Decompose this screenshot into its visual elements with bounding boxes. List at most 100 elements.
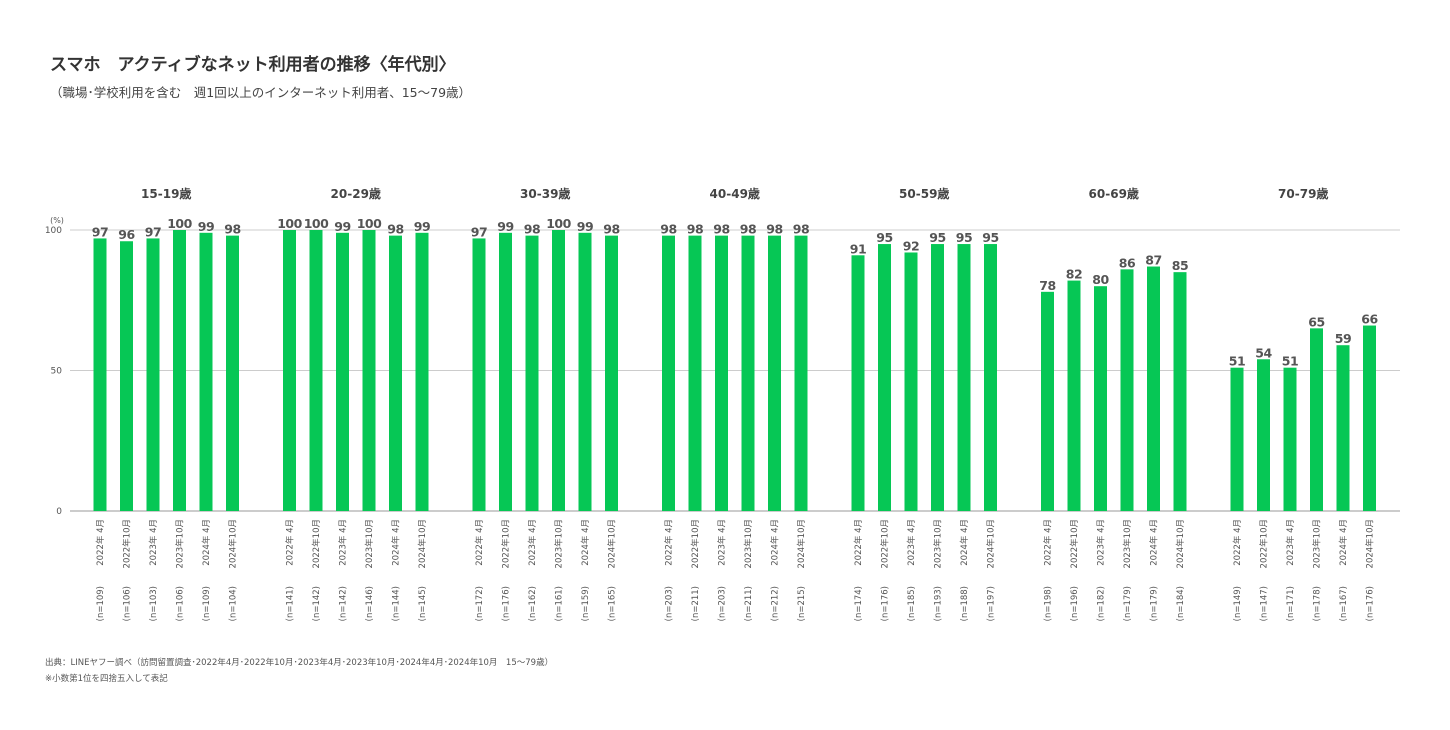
period-label: 2022年 4月 [1232,519,1243,566]
bar [1363,325,1376,511]
sample-size-label: (n=185) [907,586,917,621]
data-label: 100 [277,216,302,231]
data-label: 98 [387,222,403,237]
data-label: 95 [956,230,972,245]
bar [120,241,133,512]
period-label: 2022年10月 [690,519,701,568]
period-label: 2022年 4月 [285,519,296,566]
sample-size-label: (n=193) [934,586,944,621]
bar [1230,367,1244,511]
period-label: 2022年10月 [311,519,322,568]
sample-size-label: (n=198) [1044,586,1054,621]
data-label: 98 [713,222,729,237]
sample-size-label: (n=171) [1286,586,1296,621]
period-label: 2024年 4月 [959,519,970,566]
bar [1067,280,1081,511]
group-label: 15-19歳 [141,186,191,201]
group-label: 70-79歳 [1278,186,1328,201]
y-tick-label: 0 [56,507,62,517]
period-label: 2024年10月 [228,519,239,568]
sample-size-label: (n=215) [797,586,807,621]
bar [472,238,486,511]
sample-size-label: (n=106) [176,586,186,621]
period-label: 2024年10月 [986,519,997,568]
period-label: 2024年10月 [1175,519,1186,568]
data-label: 100 [546,216,571,231]
data-label: 98 [740,222,756,237]
data-label: 97 [145,224,161,239]
group-label: 50-59歳 [899,186,949,201]
source-footnote: 出典：LINEヤフー調べ（訪問留置調査･2022年4月･2022年10月･202… [45,658,554,668]
bar [768,235,781,511]
data-label: 98 [660,222,676,237]
bar [309,230,323,511]
data-label: 87 [1145,253,1161,268]
page-title: スマホ アクティブなネット利用者の推移〈年代別〉 [50,55,456,75]
period-label: 2023年10月 [554,519,565,568]
data-label: 51 [1282,354,1298,369]
period-label: 2022年10月 [1069,519,1080,568]
data-label: 65 [1308,314,1324,329]
sample-size-label: (n=145) [418,586,428,621]
period-label: 2024年10月 [796,519,807,568]
sample-size-label: (n=203) [718,586,728,621]
data-label: 100 [357,216,382,231]
data-label: 66 [1361,312,1378,327]
bar [1283,367,1297,511]
period-label: 2024年10月 [1365,519,1376,568]
data-label: 97 [92,224,108,239]
rounding-footnote: ※小数第1位を四捨五入して表記 [45,674,168,684]
bar [904,252,918,512]
sample-size-label: (n=142) [339,586,349,621]
data-label: 99 [497,219,513,234]
bar [1336,345,1350,511]
bar [688,235,702,511]
period-label: 2022年10月 [880,519,891,568]
data-label: 80 [1092,272,1109,287]
data-label: 98 [603,222,619,237]
sample-size-label: (n=211) [691,586,701,621]
sample-size-label: (n=141) [286,586,296,621]
period-label: 2024年 4月 [201,519,212,566]
bar [336,232,349,511]
group-label: 60-69歳 [1089,186,1139,201]
period-label: 2023年 4月 [717,519,728,566]
period-label: 2023年10月 [1312,519,1323,568]
sample-size-label: (n=197) [987,586,997,621]
data-label: 98 [793,222,809,237]
sample-size-label: (n=159) [581,586,591,621]
period-label: 2024年10月 [607,519,618,568]
period-label: 2024年 4月 [580,519,591,566]
data-label: 86 [1119,255,1136,270]
period-label: 2023年10月 [175,519,186,568]
sample-size-label: (n=203) [665,586,675,621]
bar [984,244,997,512]
sample-size-label: (n=196) [1070,586,1080,621]
bar [283,230,296,511]
y-tick-label: 50 [51,367,63,377]
period-label: 2022年 4月 [1043,519,1054,566]
bar [499,232,512,511]
bar [878,244,891,512]
sample-size-label: (n=212) [771,586,781,621]
sample-size-label: (n=142) [312,586,322,621]
sample-size-label: (n=178) [1313,586,1323,621]
sample-size-label: (n=211) [744,586,754,621]
bar [851,255,865,511]
period-label: 2022年 4月 [474,519,485,566]
data-label: 96 [118,227,135,242]
sample-size-label: (n=165) [608,586,618,621]
data-label: 95 [876,230,892,245]
sample-size-label: (n=109) [96,586,106,621]
sample-size-label: (n=144) [392,586,402,621]
bar [1257,359,1270,511]
group-label: 20-29歳 [331,186,381,201]
y-tick-label: 100 [45,226,62,236]
bar [1094,286,1107,511]
data-label: 99 [577,219,593,234]
period-label: 2022年10月 [1259,519,1270,568]
data-label: 95 [982,230,998,245]
bar [173,230,186,511]
period-label: 2023年 4月 [1285,519,1296,566]
period-label: 2022年 4月 [664,519,675,566]
